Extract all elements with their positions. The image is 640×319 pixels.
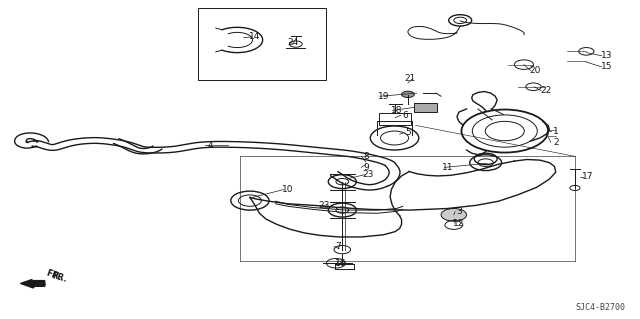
Text: 23: 23 — [363, 170, 374, 179]
Text: 14: 14 — [250, 32, 260, 41]
Text: 10: 10 — [282, 185, 294, 194]
Text: FR.: FR. — [45, 268, 63, 282]
Text: 23: 23 — [319, 201, 330, 210]
Circle shape — [441, 209, 467, 221]
Bar — [413, 103, 436, 112]
Text: 15: 15 — [601, 62, 612, 71]
Text: 2: 2 — [553, 137, 559, 147]
Text: 1: 1 — [553, 127, 559, 136]
Text: FR.: FR. — [51, 271, 68, 284]
Text: 17: 17 — [582, 172, 593, 182]
Text: 21: 21 — [404, 74, 416, 83]
FancyArrow shape — [20, 279, 45, 287]
Text: 4: 4 — [207, 141, 213, 150]
Text: 20: 20 — [530, 66, 541, 75]
Bar — [198, 8, 326, 80]
Text: 22: 22 — [541, 86, 552, 95]
Text: 16: 16 — [335, 259, 346, 268]
Text: 7: 7 — [335, 242, 340, 251]
Text: 3: 3 — [456, 207, 462, 216]
Text: SJC4-B2700: SJC4-B2700 — [576, 303, 626, 312]
Text: 9: 9 — [363, 163, 369, 172]
Text: 5: 5 — [405, 128, 411, 137]
Text: 18: 18 — [390, 106, 402, 115]
Text: 13: 13 — [601, 51, 612, 60]
Bar — [380, 113, 411, 125]
Text: 11: 11 — [442, 163, 453, 172]
Circle shape — [401, 91, 414, 98]
Text: 19: 19 — [378, 92, 390, 101]
Text: 12: 12 — [453, 219, 465, 228]
Text: 24: 24 — [287, 38, 299, 47]
Text: 6: 6 — [402, 111, 408, 120]
Text: 8: 8 — [363, 152, 369, 161]
